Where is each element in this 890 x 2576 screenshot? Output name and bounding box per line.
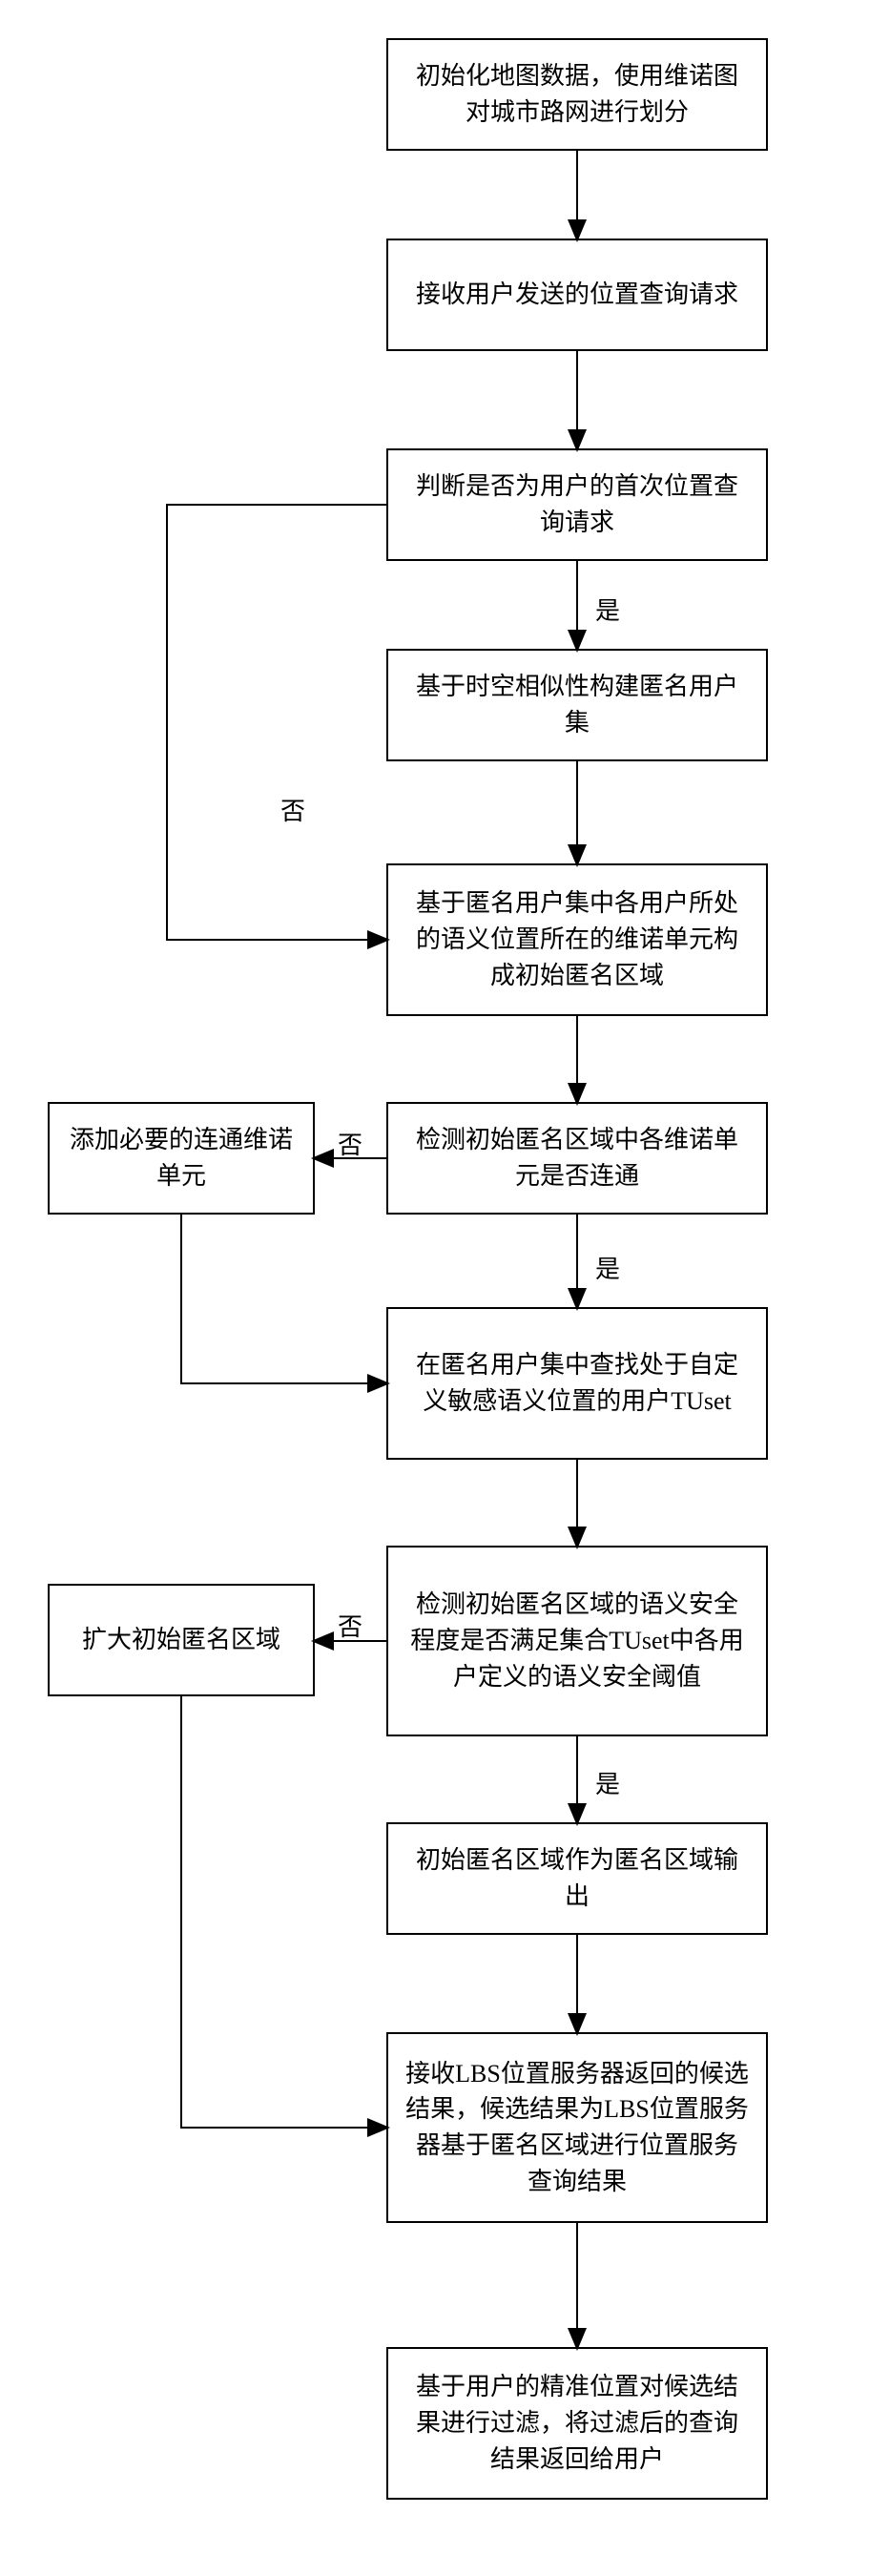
flow-node-n1: 初始化地图数据，使用维诺图对城市路网进行划分 <box>386 38 768 151</box>
node-text: 检测初始匿名区域的语义安全程度是否满足集合TUset中各用户定义的语义安全阈值 <box>405 1587 749 1694</box>
edge-label: 否 <box>277 792 309 827</box>
node-text: 基于用户的精准位置对候选结果进行过滤，将过滤后的查询结果返回给用户 <box>405 2369 749 2477</box>
node-text: 添加必要的连通维诺单元 <box>67 1122 296 1194</box>
edge-label: 是 <box>591 1765 624 1800</box>
node-text: 基于匿名用户集中各用户所处的语义位置所在的维诺单元构成初始匿名区域 <box>405 885 749 993</box>
edge-label: 否 <box>334 1126 366 1161</box>
node-text: 扩大初始匿名区域 <box>82 1622 280 1658</box>
edge-label: 是 <box>591 592 624 627</box>
flowchart-container: 初始化地图数据，使用维诺图对城市路网进行划分接收用户发送的位置查询请求判断是否为… <box>19 38 871 2538</box>
flow-node-n4: 基于时空相似性构建匿名用户集 <box>386 649 768 761</box>
node-text: 基于时空相似性构建匿名用户集 <box>405 669 749 740</box>
node-text: 判断是否为用户的首次位置查询请求 <box>405 468 749 540</box>
flow-node-n2: 接收用户发送的位置查询请求 <box>386 239 768 351</box>
node-text: 在匿名用户集中查找处于自定义敏感语义位置的用户TUset <box>405 1347 749 1419</box>
node-text: 初始匿名区域作为匿名区域输出 <box>405 1842 749 1914</box>
flow-node-n9: 初始匿名区域作为匿名区域输出 <box>386 1822 768 1935</box>
node-text: 接收LBS位置服务器返回的候选结果，候选结果为LBS位置服务器基于匿名区域进行位… <box>405 2056 749 2200</box>
flow-node-n6: 检测初始匿名区域中各维诺单元是否连通 <box>386 1102 768 1215</box>
flow-node-n5: 基于匿名用户集中各用户所处的语义位置所在的维诺单元构成初始匿名区域 <box>386 863 768 1016</box>
node-text: 接收用户发送的位置查询请求 <box>416 277 738 313</box>
node-text: 初始化地图数据，使用维诺图对城市路网进行划分 <box>405 58 749 130</box>
flow-node-n3: 判断是否为用户的首次位置查询请求 <box>386 448 768 561</box>
edge-label: 是 <box>591 1250 624 1285</box>
edge-label: 否 <box>334 1608 366 1643</box>
flow-node-n11: 基于用户的精准位置对候选结果进行过滤，将过滤后的查询结果返回给用户 <box>386 2347 768 2500</box>
node-text: 检测初始匿名区域中各维诺单元是否连通 <box>405 1122 749 1194</box>
flow-node-n7: 在匿名用户集中查找处于自定义敏感语义位置的用户TUset <box>386 1307 768 1460</box>
flow-node-n8: 检测初始匿名区域的语义安全程度是否满足集合TUset中各用户定义的语义安全阈值 <box>386 1546 768 1736</box>
flow-node-n8b: 扩大初始匿名区域 <box>48 1584 315 1696</box>
flow-node-n10: 接收LBS位置服务器返回的候选结果，候选结果为LBS位置服务器基于匿名区域进行位… <box>386 2032 768 2223</box>
flow-node-n6b: 添加必要的连通维诺单元 <box>48 1102 315 1215</box>
